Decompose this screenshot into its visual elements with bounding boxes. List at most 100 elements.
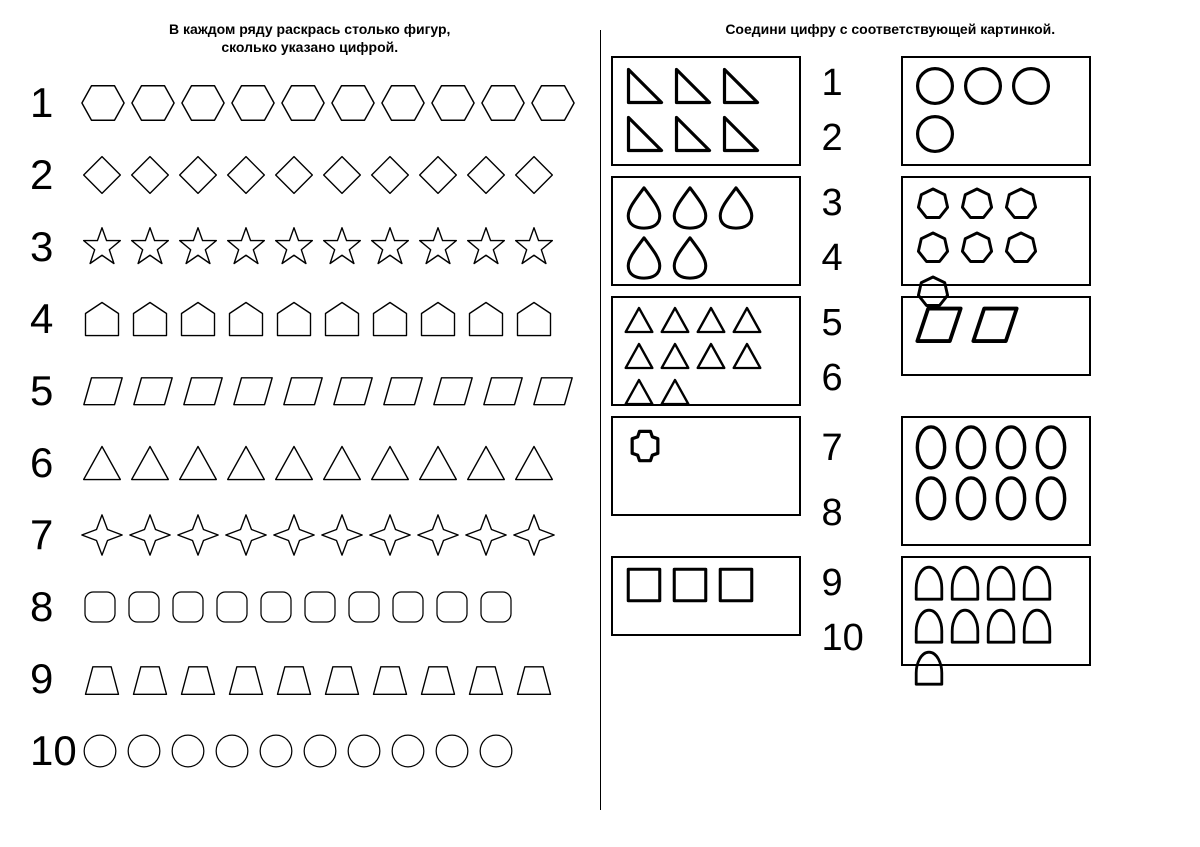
star-icon — [368, 225, 412, 269]
diamond-icon — [368, 153, 412, 197]
trapezoid-icon — [512, 661, 556, 698]
shape-row: 9 — [30, 650, 590, 708]
rounded-square-icon — [344, 587, 384, 627]
triangle-bold-icon — [659, 376, 691, 408]
trapezoid-icon — [272, 661, 316, 698]
star-icon — [512, 225, 556, 269]
hexagon-icon — [230, 80, 276, 126]
circle-icon — [300, 731, 340, 771]
ellipse-icon — [913, 424, 949, 471]
drop-icon — [623, 234, 665, 280]
shape-row: 10 — [30, 722, 590, 780]
shape-box — [611, 416, 801, 516]
heptagon-icon — [957, 184, 997, 224]
star-icon — [128, 225, 172, 269]
circle-icon — [80, 731, 120, 771]
hexagon-icon — [330, 80, 376, 126]
triangle-icon — [464, 441, 508, 485]
match-number: 8 — [822, 492, 843, 535]
shape-row: 8 — [30, 578, 590, 636]
triangle-bold-icon — [623, 340, 655, 372]
shape-box — [901, 176, 1091, 286]
pentagon-house-icon — [176, 297, 220, 341]
heptagon-icon — [913, 228, 953, 268]
shape-row: 2 — [30, 146, 590, 204]
dome-icon — [985, 564, 1017, 602]
drop-icon — [623, 184, 665, 230]
pentagon-house-icon — [80, 297, 124, 341]
heptagon-icon — [1001, 228, 1041, 268]
shapes-container — [80, 225, 556, 269]
ellipse-icon — [1033, 424, 1069, 471]
shape-row: 6 — [30, 434, 590, 492]
triangle-icon — [176, 441, 220, 485]
pentagon-house-icon — [464, 297, 508, 341]
pentagon-house-icon — [224, 297, 268, 341]
shape-row: 3 — [30, 218, 590, 276]
diamond-icon — [512, 153, 556, 197]
right-triangle-icon — [623, 64, 667, 108]
shapes-container — [80, 374, 576, 409]
match-number: 1 — [822, 62, 843, 105]
square-bold-icon — [715, 564, 757, 606]
parallelogram-icon — [380, 374, 426, 409]
rounded-square-icon — [168, 587, 208, 627]
number-column: 12 — [816, 56, 886, 166]
match-number: 7 — [822, 427, 843, 470]
circle-bold-icon — [913, 112, 957, 156]
circle-icon — [432, 731, 472, 771]
pentagon-house-icon — [320, 297, 364, 341]
triangle-bold-icon — [659, 304, 691, 336]
right-exercise: Соедини цифру с соответствующей картинко… — [601, 0, 1200, 847]
shape-box — [901, 296, 1091, 376]
shape-row: 1 — [30, 74, 590, 132]
rounded-square-icon — [212, 587, 252, 627]
cog-icon — [623, 424, 667, 468]
right-triangle-icon — [719, 64, 763, 108]
diamond-icon — [272, 153, 316, 197]
parallelogram-icon — [280, 374, 326, 409]
shape-box — [901, 416, 1091, 546]
parallelogram-bold-icon — [913, 304, 965, 346]
circle-bold-icon — [961, 64, 1005, 108]
star4-icon — [464, 513, 508, 557]
triangle-bold-icon — [731, 304, 763, 336]
shape-box — [901, 56, 1091, 166]
shape-box — [611, 56, 801, 166]
circle-icon — [168, 731, 208, 771]
square-bold-icon — [623, 564, 665, 606]
shape-box — [611, 176, 801, 286]
pentagon-house-icon — [416, 297, 460, 341]
triangle-icon — [224, 441, 268, 485]
ellipse-icon — [953, 424, 989, 471]
hexagon-icon — [280, 80, 326, 126]
star4-icon — [176, 513, 220, 557]
triangle-icon — [272, 441, 316, 485]
number-column: 34 — [816, 176, 886, 286]
trapezoid-icon — [464, 661, 508, 698]
shapes-container — [80, 441, 556, 485]
diamond-icon — [224, 153, 268, 197]
match-number: 6 — [822, 357, 843, 400]
triangle-bold-icon — [623, 304, 655, 336]
dome-icon — [1021, 564, 1053, 602]
star4-icon — [128, 513, 172, 557]
match-number: 9 — [822, 562, 843, 605]
shape-row: 5 — [30, 362, 590, 420]
circle-bold-icon — [913, 64, 957, 108]
rounded-square-icon — [300, 587, 340, 627]
triangle-bold-icon — [695, 304, 727, 336]
parallelogram-icon — [230, 374, 276, 409]
instruction-line-2: сколько указано цифрой. — [221, 39, 398, 55]
left-instruction: В каждом ряду раскрась столько фигур, ск… — [30, 20, 590, 56]
heptagon-icon — [957, 228, 997, 268]
heptagon-icon — [913, 184, 953, 224]
dome-icon — [913, 649, 945, 687]
pentagon-house-icon — [272, 297, 316, 341]
square-bold-icon — [669, 564, 711, 606]
triangle-icon — [416, 441, 460, 485]
parallelogram-icon — [480, 374, 526, 409]
star-icon — [80, 225, 124, 269]
drop-icon — [669, 184, 711, 230]
dome-icon — [949, 564, 981, 602]
